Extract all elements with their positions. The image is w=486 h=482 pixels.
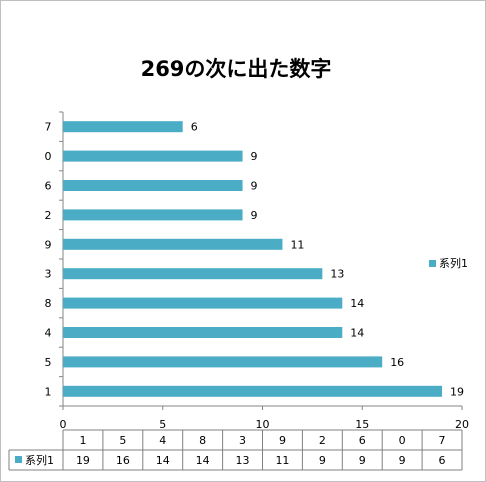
data-table-value: 13 (236, 454, 250, 467)
data-label: 13 (330, 268, 344, 281)
data-label: 14 (350, 297, 364, 310)
data-label: 9 (251, 180, 258, 193)
data-table-value: 11 (275, 454, 289, 467)
data-table-category: 1 (79, 434, 86, 447)
bar (63, 297, 343, 309)
bar (63, 238, 283, 250)
bar (63, 150, 243, 162)
data-table-value: 6 (439, 454, 446, 467)
bar (63, 180, 243, 191)
y-tick-label: 6 (45, 180, 52, 193)
x-tick-label: 0 (60, 418, 67, 431)
legend-label: 系列1 (439, 257, 468, 270)
x-tick-label: 10 (256, 418, 270, 431)
bar (63, 121, 183, 133)
data-table-category: 8 (199, 434, 206, 447)
data-table-series-name: 系列1 (25, 453, 54, 467)
bar (63, 327, 343, 338)
bar (63, 209, 243, 221)
x-tick-label: 5 (159, 418, 166, 431)
data-table-value: 19 (76, 454, 90, 467)
y-tick-label: 2 (45, 209, 52, 222)
y-tick-label: 4 (45, 327, 52, 340)
legend-swatch (429, 259, 436, 267)
y-tick-label: 3 (45, 268, 52, 281)
x-tick-label: 15 (355, 418, 369, 431)
chart-title: 269の次に出た数字 (140, 57, 332, 81)
legend: 系列1 (429, 255, 468, 271)
bar (63, 356, 383, 368)
data-table-category: 3 (239, 434, 246, 447)
y-tick-label: 0 (45, 150, 52, 163)
bar (63, 268, 323, 280)
data-table-value: 9 (319, 454, 326, 467)
data-label: 9 (251, 150, 258, 163)
data-table-category: 7 (439, 434, 446, 447)
y-tick-label: 5 (45, 356, 52, 369)
data-label: 6 (191, 121, 198, 134)
data-label: 14 (350, 327, 364, 340)
data-table-value: 9 (399, 454, 406, 467)
bar (63, 385, 443, 397)
data-label: 9 (251, 209, 258, 222)
y-tick-label: 8 (45, 297, 52, 310)
x-tick-label: 20 (455, 418, 469, 431)
data-table-value: 9 (359, 454, 366, 467)
data-label: 19 (450, 385, 464, 398)
data-table-category: 5 (119, 434, 126, 447)
y-tick-label: 9 (45, 238, 52, 251)
data-table-value: 14 (156, 454, 170, 467)
data-label: 11 (290, 238, 304, 251)
data-table-category: 0 (399, 434, 406, 447)
data-table-category: 9 (279, 434, 286, 447)
y-tick-label: 7 (45, 121, 52, 134)
data-table-value: 14 (196, 454, 210, 467)
data-table-category: 2 (319, 434, 326, 447)
data-label: 16 (390, 356, 404, 369)
y-tick-label: 1 (45, 385, 52, 398)
data-table-legend-key (15, 456, 22, 463)
data-table-category: 4 (159, 434, 166, 447)
data-table-category: 6 (359, 434, 366, 447)
data-table-value: 16 (116, 454, 130, 467)
